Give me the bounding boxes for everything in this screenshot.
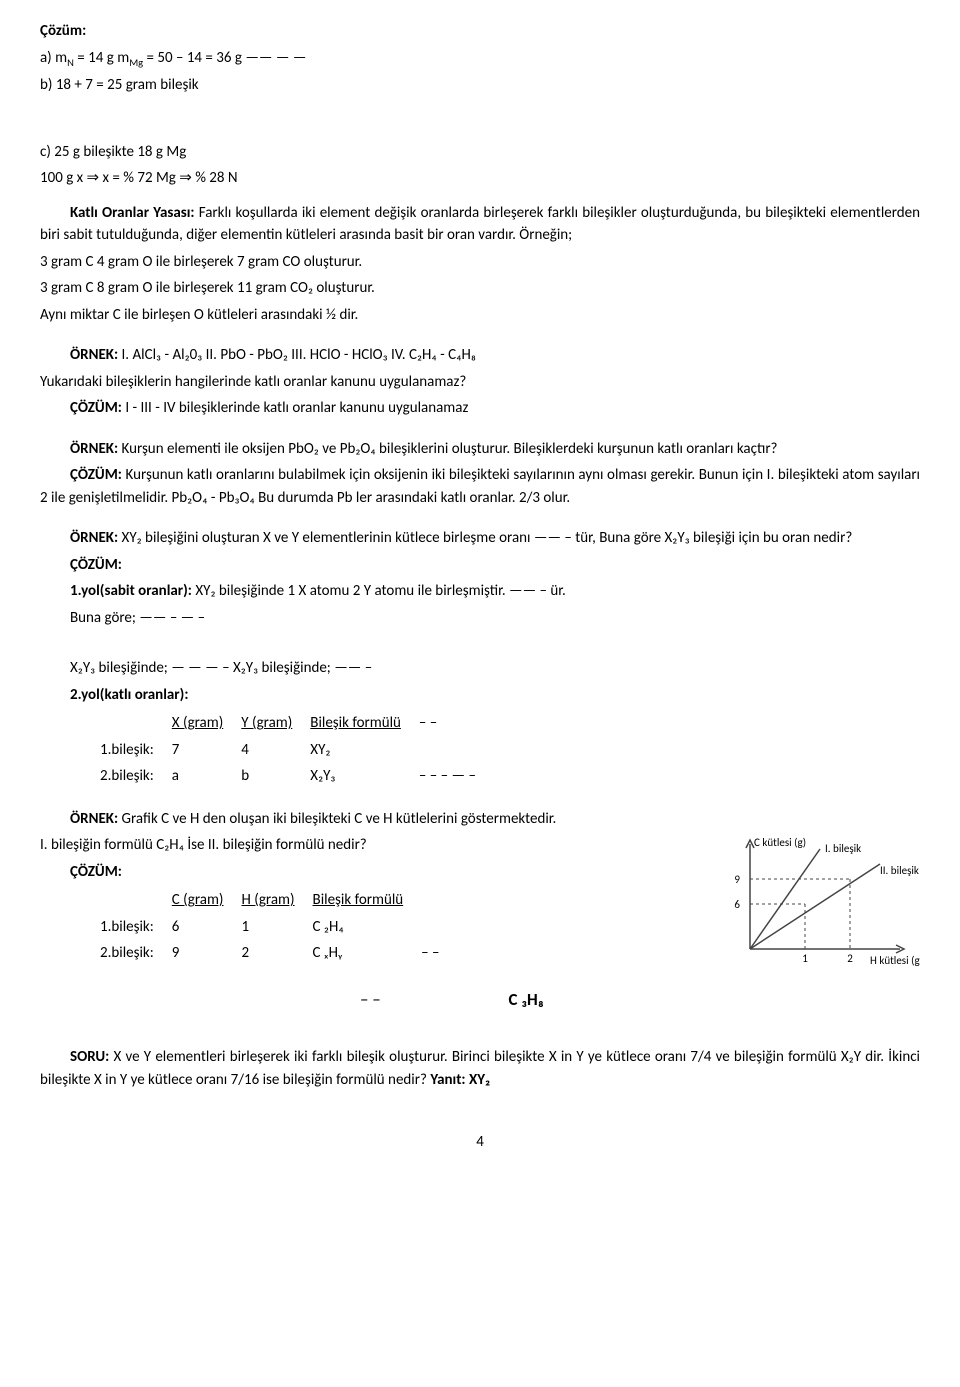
paragraph-law: Katlı Oranlar Yasası: Farklı koşullarda …: [40, 202, 920, 247]
cozum-3-label: ÇÖZÜM:: [40, 554, 920, 577]
answer-formula: C ₃H₈: [508, 989, 544, 1010]
ornek-4-line2: I. bileşiğin formülü C₂H₄ İse II. bileşi…: [40, 834, 690, 857]
ornek-label: ÖRNEK:: [70, 810, 118, 828]
ornek-label: ÖRNEK:: [70, 346, 118, 364]
y-tick: 9: [734, 873, 740, 886]
method-body: XY₂ bileşiğinde 1 X atomu 2 Y atomu ile …: [195, 582, 565, 600]
row-label: 1.bileşik:: [100, 737, 172, 764]
answer-line: – – C ₃H₈: [360, 987, 920, 1013]
col-header: H (gram): [241, 887, 312, 914]
tail: – –: [419, 710, 494, 737]
ornek-label: ÖRNEK:: [70, 529, 118, 547]
cozum-body: Kurşunun katlı oranlarını bulabilmek içi…: [40, 466, 920, 507]
row-label: 1.bileşik:: [100, 914, 172, 941]
cell: 4: [241, 737, 310, 764]
law-title: Katlı Oranlar Yasası:: [70, 204, 195, 222]
cell: a: [172, 763, 242, 790]
cozum-label: ÇÖZÜM:: [70, 399, 122, 417]
method-2-label: 2.yol(katlı oranlar):: [40, 684, 920, 707]
x-tick: 2: [847, 952, 853, 965]
legend-2: II. bileşik: [880, 864, 919, 877]
yanit: Yanıt: XY₂: [430, 1071, 490, 1089]
tail: – – – — –: [419, 763, 494, 790]
row-label: 2.bileşik:: [100, 940, 172, 967]
table-compounds-2: C (gram) H (gram) Bileşik formülü 1.bile…: [100, 887, 458, 967]
cozum-4-label: ÇÖZÜM:: [40, 861, 690, 884]
y-tick: 6: [734, 898, 740, 911]
text: a) m: [40, 49, 67, 67]
example-line: Aynı miktar C ile birleşen O kütleleri a…: [40, 304, 920, 327]
y-axis-label: C kütlesi (g): [754, 836, 806, 849]
col-header: C (gram): [172, 887, 242, 914]
col-header: Y (gram): [241, 710, 310, 737]
col-header: Bileşik formülü: [310, 710, 419, 737]
example-line: 3 gram C 4 gram O ile birleşerek 7 gram …: [40, 251, 920, 274]
cell: b: [241, 763, 310, 790]
cell: 9: [172, 940, 242, 967]
cozum-label: ÇÖZÜM:: [70, 466, 122, 484]
col-header: Bileşik formülü: [313, 887, 422, 914]
ornek-4: ÖRNEK: Grafik C ve H den oluşan iki bile…: [40, 808, 920, 831]
line: X₂Y₃ bileşiğinde; — — — – X₂Y₃ bileşiğin…: [40, 657, 920, 680]
text: = 14 g m: [74, 49, 129, 67]
sub-n: N: [67, 56, 74, 69]
row-label: 2.bileşik:: [100, 763, 172, 790]
ornek-1: ÖRNEK: I. AlCl₃ - Al₂0₃ II. PbO - PbO₂ I…: [40, 344, 920, 367]
cell: X₂Y₃: [310, 763, 419, 790]
ornek-body: I. AlCl₃ - Al₂0₃ II. PbO - PbO₂ III. HCl…: [118, 346, 476, 364]
ornek-1-question: Yukarıdaki bileşiklerin hangilerinde kat…: [40, 371, 920, 394]
ornek-2: ÖRNEK: Kurşun elementi ile oksijen PbO₂ …: [40, 438, 920, 461]
ornek-label: ÖRNEK:: [70, 440, 118, 458]
line: Buna göre; —— – — –: [40, 607, 920, 630]
sub-mg: Mg: [129, 56, 143, 69]
line-c1: c) 25 g bileşikte 18 g Mg: [40, 141, 920, 164]
method-1: 1.yol(sabit oranlar): XY₂ bileşiğinde 1 …: [40, 580, 920, 603]
cozum-body: I - III - IV bileşiklerinde katlı oranla…: [122, 399, 468, 417]
page-number: 4: [40, 1131, 920, 1154]
tail: – –: [421, 940, 457, 967]
line-b: b) 18 + 7 = 25 gram bileşik: [40, 74, 920, 97]
cell: C ₂H₄: [313, 914, 422, 941]
x-tick: 1: [802, 952, 808, 965]
soru-label: SORU:: [70, 1048, 109, 1066]
cozum-2: ÇÖZÜM: Kurşunun katlı oranlarını bulabil…: [40, 464, 920, 509]
soru-paragraph: SORU: X ve Y elementleri birleşerek iki …: [40, 1046, 920, 1091]
cell: 6: [172, 914, 242, 941]
cell: 2: [241, 940, 312, 967]
table-compounds-1: X (gram) Y (gram) Bileşik formülü – – 1.…: [100, 710, 494, 790]
ornek-3: ÖRNEK: XY₂ bileşiğini oluşturan X ve Y e…: [40, 527, 920, 550]
legend-1: I. bileşik: [825, 842, 861, 855]
line-c2: 100 g x ⇒ x = % 72 Mg ⇒ % 28 N: [40, 167, 920, 190]
x-axis-label: H kütlesi (g): [870, 954, 920, 967]
cozum-1: ÇÖZÜM: I - III - IV bileşiklerinde katlı…: [40, 397, 920, 420]
dash: – –: [360, 989, 381, 1010]
col-header: X (gram): [172, 710, 242, 737]
section-heading: Çözüm:: [40, 20, 920, 43]
cell: 7: [172, 737, 242, 764]
text: = 50 – 14 = 36 g —— — —: [143, 49, 306, 67]
ornek-body: XY₂ bileşiğini oluşturan X ve Y elementl…: [118, 529, 852, 547]
cell: C ₓHᵧ: [313, 940, 422, 967]
cell: XY₂: [310, 737, 419, 764]
example-line: 3 gram C 8 gram O ile birleşerek 11 gram…: [40, 277, 920, 300]
method-label: 1.yol(sabit oranlar):: [70, 582, 192, 600]
ornek-body: Kurşun elementi ile oksijen PbO₂ ve Pb₂O…: [118, 440, 777, 458]
line-a: a) mN = 14 g mMg = 50 – 14 = 36 g —— — —: [40, 47, 920, 71]
ornek-body: Grafik C ve H den oluşan iki bileşikteki…: [118, 810, 556, 828]
chart-svg: 9 6 1 2 C kütlesi (g) H kütlesi (g) I. b…: [720, 834, 920, 979]
mass-chart: 9 6 1 2 C kütlesi (g) H kütlesi (g) I. b…: [720, 834, 920, 987]
cell: 1: [241, 914, 312, 941]
